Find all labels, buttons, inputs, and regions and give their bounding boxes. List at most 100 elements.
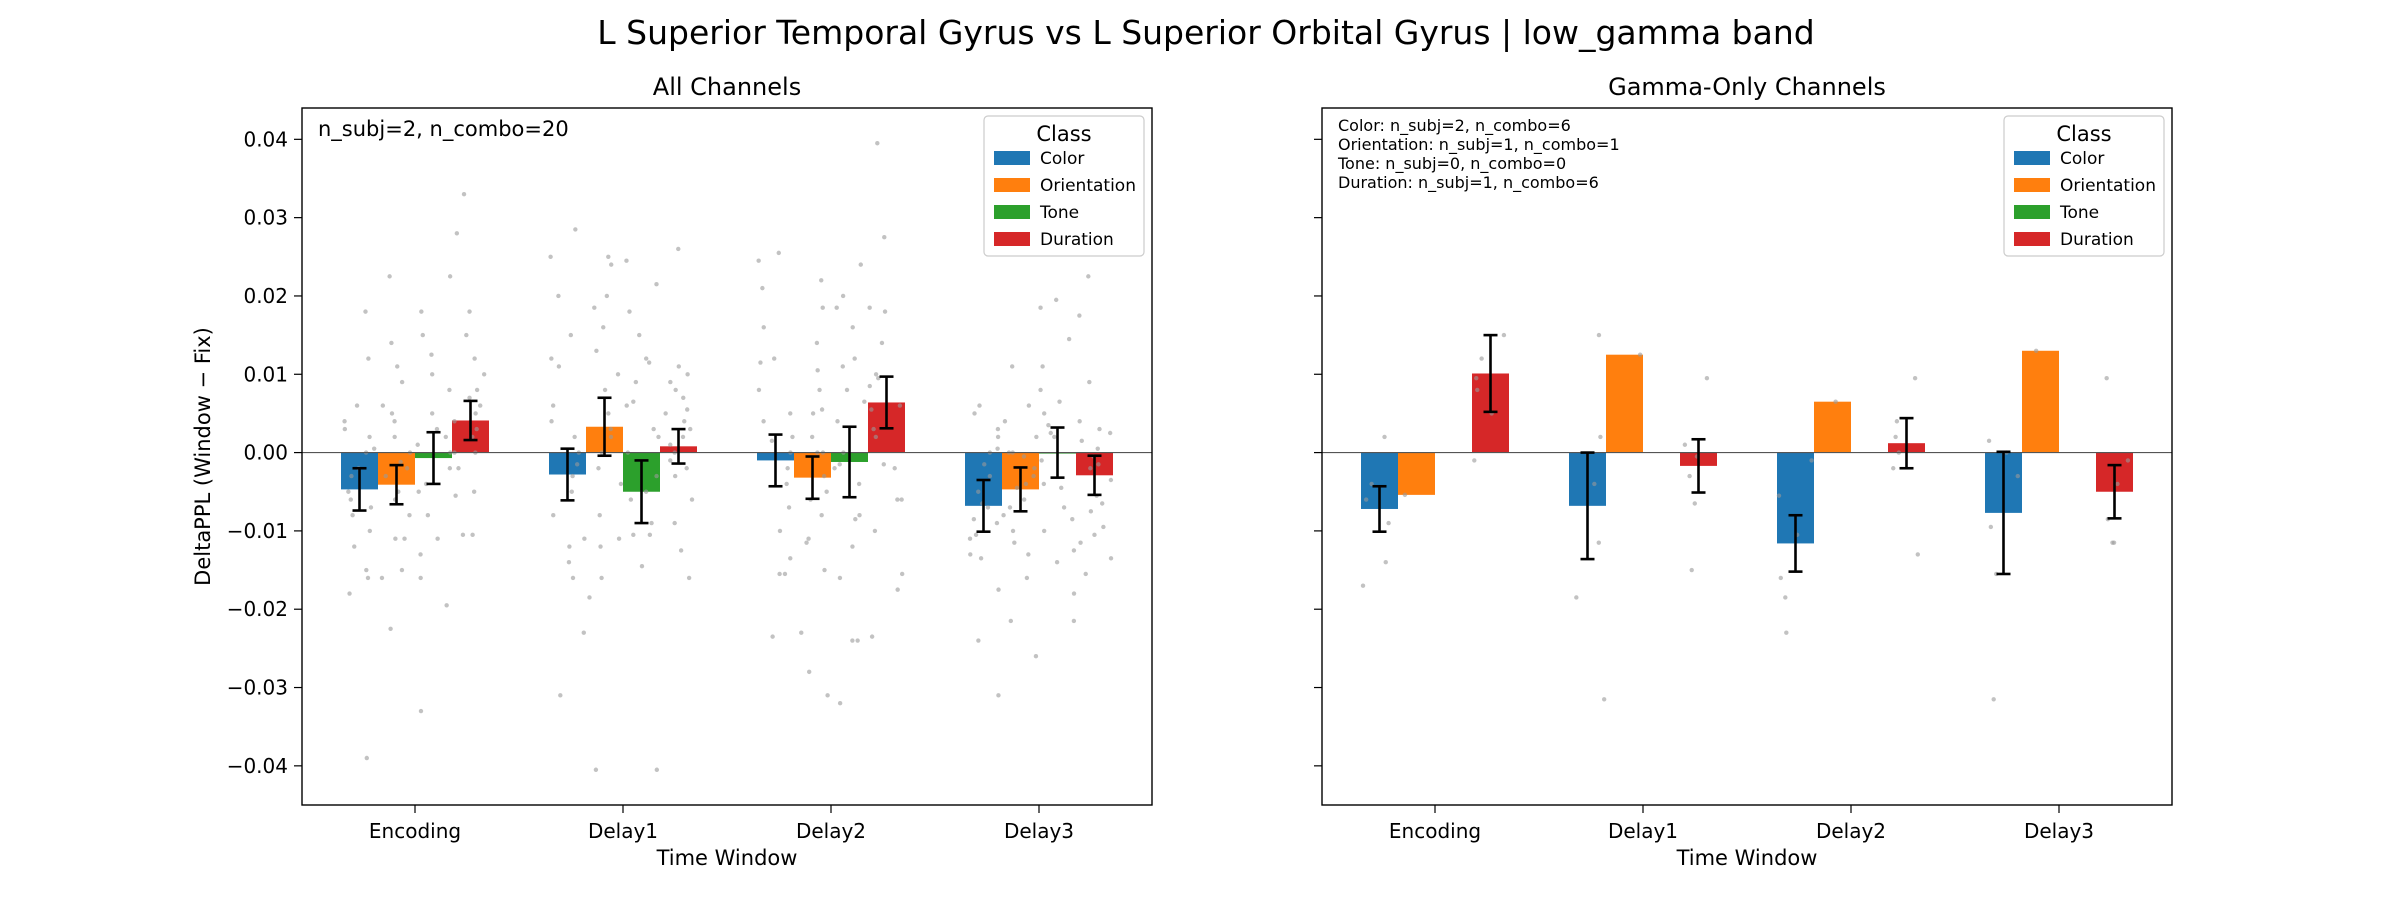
scatter-point [817,387,822,393]
scatter-point [822,567,827,573]
scatter-point [976,638,981,643]
scatter-point [837,700,843,706]
scatter-point [1077,419,1082,424]
scatter-point [654,767,660,772]
scatter-point [770,634,775,639]
scatter-point [380,403,386,408]
scatter-point [1021,454,1027,459]
scatter-point [1033,654,1039,659]
legend-label-orientation: Orientation [2060,176,2156,196]
scatter-point [832,466,837,471]
scatter-point [647,532,653,538]
annotation-2: Tone: n_subj=0, n_combo=0 [1337,154,1566,174]
error-bar-tone-delay3 [1050,426,1065,479]
scatter-point [389,411,395,416]
scatter-point [876,375,881,381]
scatter-point [1041,528,1047,534]
scatter-point [850,325,855,330]
legend-swatch-duration [2014,232,2050,246]
legend-label-tone: Tone [2059,203,2099,223]
scatter-point [388,626,393,631]
scatter-point [472,356,477,361]
scatter-point [404,466,410,471]
scatter-point [639,563,645,569]
scatter-point [2015,473,2020,479]
scatter-point [995,434,1001,440]
scatter-point [1059,485,1064,491]
scatter-point [604,293,610,299]
scatter-point [615,372,621,377]
scatter-point [567,544,572,549]
scatter-point [840,364,845,369]
scatter-point [867,383,872,389]
scatter-point [1039,458,1044,463]
scatter-point [873,434,879,440]
scatter-point [1894,419,1900,424]
error-bar-color-delay3 [976,478,991,533]
scatter-point [1891,466,1896,471]
scatter-point [1687,473,1692,479]
scatter-point [835,419,840,424]
scatter-point [631,399,636,404]
scatter-point [834,305,839,310]
scatter-point [810,411,816,416]
error-bar-color-encoding [352,466,367,512]
scatter-point [1099,501,1105,506]
scatter-point [995,426,1001,432]
scatter-point [654,282,659,287]
scatter-point [1833,399,1838,404]
panel-title: Gamma-Only Channels [1608,73,1886,101]
scatter-point [777,528,783,534]
scatter-point [1078,540,1083,545]
scatter-point [1101,524,1106,530]
scatter-point [784,481,789,487]
error-bar-tone-encoding [426,430,441,486]
scatter-point [481,372,487,377]
scatter-point [1014,485,1020,491]
error-bar-color-delay3 [1996,450,2011,576]
scatter-point [447,274,453,279]
scatter-point [1088,466,1093,471]
scatter-point [1008,618,1014,624]
scatter-point [1682,442,1688,447]
scatter-point [1034,434,1039,440]
scatter-point [415,442,420,447]
scatter-point [456,466,461,471]
scatter-point [1501,332,1507,338]
scatter-point [566,560,572,565]
scatter-point [689,497,695,502]
scatter-point [596,466,601,471]
scatter-point [1071,618,1077,624]
scatter-point [685,372,690,377]
scatter-point [387,274,392,279]
scatter-point [1087,379,1092,385]
scatter-point [857,513,862,518]
scatter-point [549,419,554,424]
scatter-point [881,462,886,467]
scatter-point [1783,595,1788,600]
error-bar-duration-encoding [463,399,478,442]
scatter-point [444,603,449,608]
scatter-point [897,403,903,408]
scatter-point [473,411,478,416]
scatter-point [587,595,592,600]
scatter-point [467,395,472,400]
scatter-point [1363,497,1369,502]
scatter-point [1079,438,1084,444]
scatter-point [867,305,872,310]
scatter-point [1009,364,1015,369]
scatter-point [649,520,654,526]
error-bar-duration-encoding [1483,333,1498,414]
scatter-point [1704,375,1710,381]
scatter-point [1071,548,1077,553]
scatter-point [599,575,604,581]
scatter-point [1086,274,1091,279]
scatter-point [809,434,815,440]
scatter-point [882,309,888,314]
legend-swatch-orientation [994,178,1030,192]
scatter-point [572,434,577,440]
error-bar-color-delay1 [1580,451,1595,561]
scatter-point [601,325,606,330]
scatter-point [367,434,372,440]
